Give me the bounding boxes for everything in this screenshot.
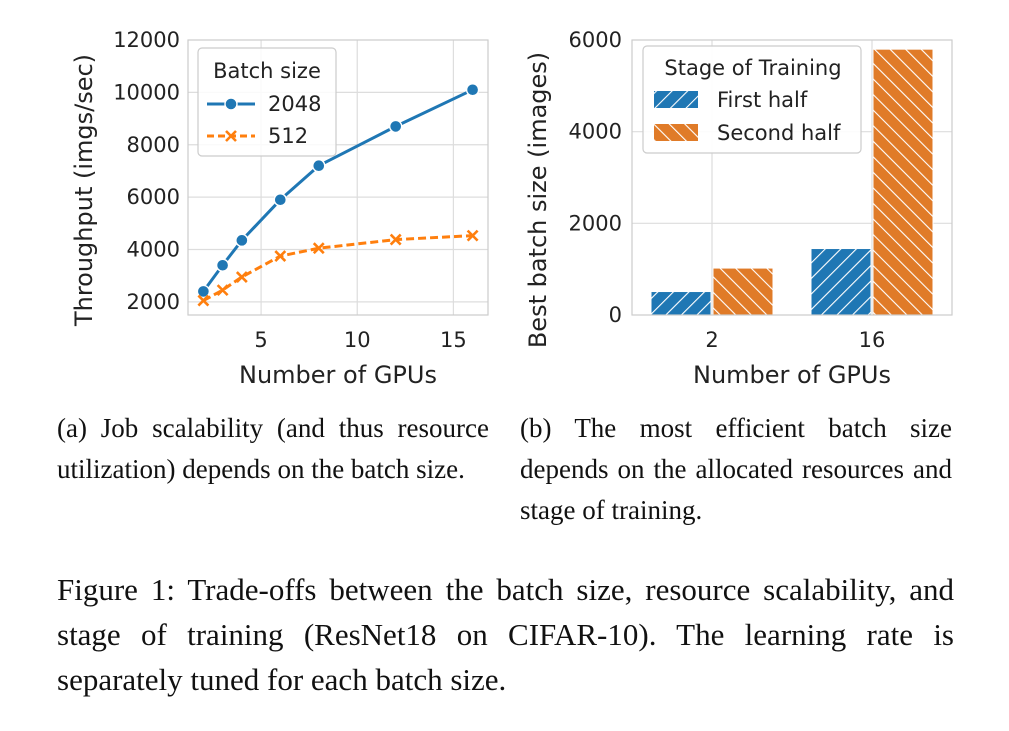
legend-title: Batch size <box>213 59 321 83</box>
y-axis-label: Throughput (imgs/sec) <box>70 54 98 327</box>
series-markers <box>196 83 480 307</box>
data-point-2048 <box>465 83 480 97</box>
data-point-2048 <box>388 119 403 134</box>
throughput-line-chart: 5 10 15 2000 4000 6000 8000 10000 12000 Number o… <box>70 28 489 389</box>
legend-marker-2048 <box>224 97 238 111</box>
legend-label-second-half: Second half <box>717 121 841 145</box>
caption-a: (a) Job scalability (and thus resource u… <box>57 413 489 484</box>
legend-title: Stage of Training <box>664 56 841 80</box>
legend-label-first-half: First half <box>717 88 808 112</box>
x-tick-label: 5 <box>254 328 267 352</box>
data-point-2048 <box>215 258 230 272</box>
data-point-512 <box>312 242 325 255</box>
y-tick-label: 0 <box>609 303 622 327</box>
bar-second-half <box>712 267 774 316</box>
x-tick-label: 10 <box>344 328 371 352</box>
x-axis-label: Number of GPUs <box>239 361 437 389</box>
plot-frame <box>631 39 953 316</box>
legend: Batch size 2048 512 <box>197 47 337 157</box>
data-point-512 <box>466 229 479 242</box>
legend-label-2048: 2048 <box>268 92 321 116</box>
tick-labels: 0 2000 4000 6000 2 16 <box>569 28 886 352</box>
data-point-2048 <box>235 233 249 248</box>
y-tick-label: 2000 <box>569 211 622 235</box>
legend: Stage of Training First half Second half <box>642 45 862 154</box>
x-tick-label: 15 <box>440 328 467 352</box>
bar-first-half <box>810 248 872 316</box>
data-point-512 <box>389 233 402 246</box>
y-tick-label: 10000 <box>113 80 180 104</box>
data-point-512 <box>216 284 229 297</box>
x-tick-label: 2 <box>705 328 718 352</box>
data-point-2048 <box>273 193 288 207</box>
tick-labels: 5 10 15 2000 4000 6000 8000 10000 12000 <box>113 28 467 352</box>
legend-box <box>197 47 337 157</box>
figure-caption: Figure 1: Trade-offs between the batch s… <box>57 572 954 697</box>
bars <box>650 48 934 316</box>
legend-label-512: 512 <box>268 124 308 148</box>
bar-first-half <box>650 291 712 316</box>
bar-second-half <box>872 48 934 316</box>
y-axis-label: Best batch size (images) <box>524 52 552 348</box>
y-tick-label: 4000 <box>569 120 622 144</box>
x-axis-label: Number of GPUs <box>693 361 891 389</box>
data-point-512 <box>274 250 287 262</box>
data-point-2048 <box>312 159 326 173</box>
legend-swatch-second-half <box>654 124 698 141</box>
data-point-2048 <box>196 284 211 299</box>
y-tick-label: 8000 <box>127 133 180 157</box>
data-point-512 <box>235 271 248 283</box>
y-tick-label: 2000 <box>127 290 180 314</box>
x-tick-label: 16 <box>859 328 886 352</box>
y-tick-label: 6000 <box>569 28 622 52</box>
legend-swatch-first-half <box>654 91 698 108</box>
caption-b: (b) The most efficient batch size depend… <box>520 413 952 525</box>
y-tick-label: 4000 <box>127 238 180 262</box>
y-tick-label: 12000 <box>113 28 180 52</box>
y-tick-label: 6000 <box>127 185 180 209</box>
plot-frame <box>187 39 489 316</box>
data-point-512 <box>197 294 210 307</box>
figure-canvas: 5 10 15 2000 4000 6000 8000 10000 12000 Number o… <box>70 28 953 389</box>
legend-marker-512 <box>225 130 237 142</box>
batch-size-bar-chart: 0 2000 4000 6000 2 16 Number of GPUs Best bat… <box>524 28 953 389</box>
